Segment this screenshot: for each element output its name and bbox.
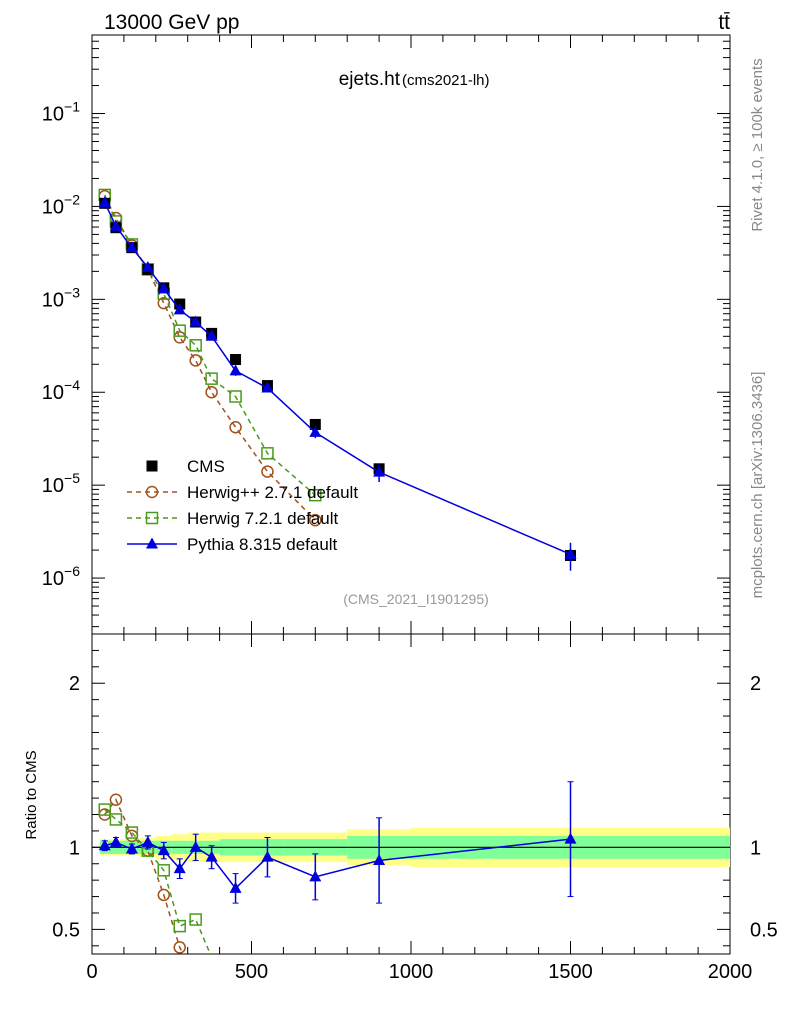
pythia-8-315-default-point (373, 465, 386, 477)
x-tick-label: 2000 (708, 961, 753, 983)
pythia-8-315-default-ratio-point (109, 835, 122, 847)
ratio-y-tick-label: 2 (750, 673, 761, 695)
y-tick-label: 10−3 (42, 284, 80, 311)
herwig-2-7-1-default-ratio-point (157, 888, 171, 902)
pythia-8-315-default-point (125, 241, 138, 253)
pythia-8-315-default-ratio-point (373, 853, 386, 865)
energy-label: 13000 GeV pp (104, 11, 239, 34)
ratio-panel: 0.5 0.5 1 1 2 2 (52, 633, 778, 955)
pythia-8-315-default-point (157, 282, 170, 294)
ratio-y-tick-label: 0.5 (750, 919, 778, 941)
herwig-7-2-1-default-point (309, 488, 322, 502)
legend-item-pythia-8-315-default: Pythia 8.315 default (127, 535, 338, 554)
x-axis-tick-labels: 0 500 1000 1500 2000 (86, 961, 752, 983)
legend-label: CMS (187, 457, 225, 476)
pythia-8-315-default-point (189, 315, 202, 327)
pythia-8-315-default-point (309, 425, 322, 437)
herwig-7-2-1-default-point (173, 324, 186, 337)
herwig-2-7-1-default-point (261, 465, 274, 478)
x-tick-label: 1500 (548, 961, 593, 983)
y-tick-label: 10−1 (42, 99, 80, 126)
pythia-8-315-default-point (98, 196, 111, 208)
ratio-y-tick-label: 1 (750, 837, 761, 859)
pythia-8-315-default-ratio-point (205, 850, 218, 862)
herwig-2-7-1-default-ratio-point (109, 793, 123, 806)
herwig-2-7-1-default-point (309, 513, 322, 527)
herwig-7-2-1-default-point (261, 447, 274, 460)
legend-label: Pythia 8.315 default (187, 535, 338, 554)
ratio-y-tick-label: 2 (69, 673, 80, 695)
herwig-2-7-1-default-point (189, 354, 202, 367)
herwig-7-2-1-default-ratio-point (157, 864, 171, 877)
x-tick-label: 500 (235, 961, 268, 983)
herwig-2-7-1-default-ratio-point (173, 941, 186, 954)
herwig-7-2-1-default-line (104, 194, 316, 496)
y-tick-label: 10−6 (42, 563, 80, 590)
ratio-y-tick-label: 1 (69, 837, 80, 859)
y-tick-label: 10−4 (42, 377, 80, 404)
legend-item-cms: CMS (146, 457, 225, 476)
main-panel: 10−6 10−5 10−4 10−3 10−2 10−1 (42, 34, 731, 635)
herwig-7-2-1-default-point (229, 390, 242, 403)
herwig-7-2-1-default-ratio-point (125, 826, 139, 839)
pythia-8-315-default-ratio-point (309, 870, 322, 882)
pythia-8-315-default-point (564, 547, 577, 559)
herwig-2-7-1-default-point (157, 296, 171, 310)
legend-item-herwig-7-2-1-default: Herwig 7.2.1 default (127, 509, 338, 528)
rivet-version-label: Rivet 4.1.0, ≥ 100k events (749, 58, 766, 231)
legend: CMS Herwig++ 2.7.1 default Herwig 7.2.1 de… (127, 457, 358, 554)
herwig-7-2-1-default-point (189, 339, 202, 352)
pythia-8-315-default-ratio-point (173, 862, 186, 874)
cms-point (309, 418, 321, 430)
legend-label: Herwig 7.2.1 default (187, 509, 338, 528)
pythia-8-315-default-ratio-point (141, 835, 154, 847)
cms-point (230, 354, 242, 366)
y-tick-label: 10−5 (42, 470, 80, 497)
ratio-series (98, 781, 577, 954)
pythia-8-315-default-point (205, 329, 218, 341)
pythia-8-315-default-ratio-point (98, 839, 111, 851)
main-series (98, 188, 577, 571)
pythia-8-315-default-ratio-point (125, 842, 138, 854)
pythia-8-315-default-ratio-point (564, 832, 577, 844)
herwig-2-7-1-default-point (173, 331, 186, 344)
analysis-id: (CMS_2021_I1901295) (343, 591, 489, 607)
x-tick-label: 0 (86, 961, 97, 983)
pythia-8-315-default-ratio-point (229, 881, 242, 893)
herwig-2-7-1-default-point (205, 385, 218, 399)
y-tick-label: 10−2 (42, 191, 80, 218)
herwig-7-2-1-default-point (205, 372, 218, 385)
herwig-7-2-1-default-ratio-point (173, 919, 186, 933)
chart-title: ejets.ht (339, 69, 401, 90)
legend-item-herwig-2-7-1-default: Herwig++ 2.7.1 default (127, 483, 358, 502)
pythia-8-315-default-ratio-point (157, 844, 170, 856)
herwig-7-2-1-default-ratio-point (98, 803, 112, 816)
herwig-7-2-1-default-ratio-point (189, 913, 202, 926)
herwig-2-7-1-default-ratio-line (104, 798, 184, 954)
ratio-y-tick-label: 0.5 (52, 919, 80, 941)
legend-marker (146, 460, 158, 472)
chart-subtitle: (cms2021-lh) (402, 72, 490, 89)
legend-marker (145, 511, 159, 525)
process-label: tt̄ (718, 11, 730, 34)
ratio-y-axis-label: Ratio to CMS (23, 750, 40, 839)
pythia-8-315-default-point (109, 219, 122, 231)
x-tick-label: 1000 (389, 961, 434, 983)
herwig-2-7-1-default-point (229, 420, 242, 434)
pythia-8-315-default-ratio-point (189, 840, 202, 852)
pythia-8-315-default-point (141, 261, 154, 273)
legend-marker (146, 537, 158, 549)
legend-marker (145, 485, 159, 499)
pythia-8-315-default-point (261, 381, 274, 393)
herwig-7-2-1-default-ratio-point (109, 813, 123, 826)
pythia-8-315-default-point (173, 303, 186, 315)
legend-label: Herwig++ 2.7.1 default (187, 483, 358, 502)
pythia-8-315-default-ratio-point (261, 850, 274, 862)
pythia-8-315-default-point (229, 364, 242, 376)
ratio-frame (91, 633, 731, 955)
mcplots-label: mcplots.cern.ch [arXiv:1306.3436] (749, 372, 766, 599)
